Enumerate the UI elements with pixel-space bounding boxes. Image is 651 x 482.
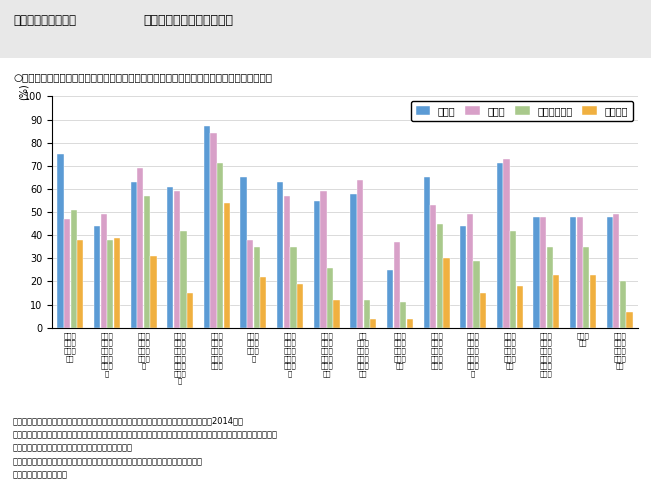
Bar bbox=[517, 286, 523, 328]
Bar bbox=[101, 214, 107, 328]
Bar bbox=[144, 196, 150, 328]
Bar bbox=[370, 319, 376, 328]
Bar bbox=[320, 191, 327, 328]
Text: ○　非正規雇用労働者は、正規雇用労働者と比較して、能力開発機会が乏しくなっている。: ○ 非正規雇用労働者は、正規雇用労働者と比較して、能力開発機会が乏しくなっている… bbox=[13, 72, 272, 82]
Bar bbox=[400, 302, 406, 328]
Bar bbox=[394, 242, 400, 328]
Bar bbox=[480, 293, 486, 328]
Bar bbox=[247, 240, 253, 328]
Bar bbox=[137, 168, 143, 328]
Bar bbox=[363, 300, 370, 328]
Bar bbox=[224, 203, 230, 328]
Text: 第２－（３）－３図: 第２－（３）－３図 bbox=[13, 14, 76, 27]
Bar bbox=[510, 230, 516, 328]
Bar bbox=[217, 163, 223, 328]
Text: 人事異
動（事
業所内
）同じ
職種で
の: 人事異 動（事 業所内 ）同じ 職種で の bbox=[284, 332, 296, 377]
Bar bbox=[240, 177, 247, 328]
Bar bbox=[174, 191, 180, 328]
Bar bbox=[284, 196, 290, 328]
Bar bbox=[70, 210, 77, 328]
Bar bbox=[260, 277, 266, 328]
Bar bbox=[350, 194, 357, 328]
Text: （注）　１）本調査による「多様な正社員」は、正社員としての標準的な働き方より所定労働時間が短い者や職種や勤: （注） １）本調査による「多様な正社員」は、正社員としての標準的な働き方より所定… bbox=[13, 430, 278, 439]
Text: （個別
評価・
考課）
定期的
な面談: （個別 評価・ 考課） 定期的 な面談 bbox=[210, 332, 223, 369]
Bar bbox=[277, 182, 283, 328]
Bar bbox=[620, 281, 626, 328]
Bar bbox=[57, 154, 64, 328]
Bar bbox=[473, 261, 480, 328]
Text: 企業内
で行う
律型の
Ｏｆｆ
－ＪＴ: 企業内 で行う 律型の Ｏｆｆ －ＪＴ bbox=[430, 332, 443, 369]
Bar bbox=[577, 217, 583, 328]
Text: 転勤
（事業
所間の
配転）
（出向
等）: 転勤 （事業 所間の 配転） （出向 等） bbox=[357, 332, 370, 377]
Bar bbox=[570, 217, 576, 328]
Text: ２）多様な正社員を雇用していて有効回答のあった企業に絞った集計結果。: ２）多様な正社員を雇用していて有効回答のあった企業に絞った集計結果。 bbox=[13, 457, 203, 466]
Bar bbox=[626, 311, 633, 328]
Text: 務地等が限定されている正社員をいう。: 務地等が限定されている正社員をいう。 bbox=[13, 444, 133, 453]
Text: 資料出所　（独）労働政策研究・研修機構「人材マネジメントのあり方に関する調査」（2014年）: 資料出所 （独）労働政策研究・研修機構「人材マネジメントのあり方に関する調査」（… bbox=[13, 417, 244, 426]
Text: 社内資
格・技
能評価
制度等
による
動機づ
け: 社内資 格・技 能評価 制度等 による 動機づ け bbox=[174, 332, 187, 384]
Text: 人材育成のための取組状況: 人材育成のための取組状況 bbox=[143, 14, 233, 27]
Bar bbox=[583, 247, 589, 328]
Bar bbox=[314, 201, 320, 328]
Bar bbox=[180, 230, 187, 328]
Bar bbox=[131, 182, 137, 328]
Bar bbox=[357, 180, 363, 328]
Bar bbox=[613, 214, 620, 328]
Bar bbox=[540, 217, 546, 328]
Bar bbox=[114, 238, 120, 328]
Bar bbox=[547, 247, 553, 328]
Text: 計画化
・系統
化され
ていな
いＯＪ
Ｔ: 計画化 ・系統 化され ていな いＯＪ Ｔ bbox=[101, 332, 113, 377]
Text: 他企業
との人
材交流
（出向
等）: 他企業 との人 材交流 （出向 等） bbox=[394, 332, 406, 369]
Bar bbox=[387, 270, 393, 328]
Bar bbox=[94, 226, 100, 328]
Bar bbox=[187, 293, 193, 328]
Text: 計画的
・系統
的なＯ
ＪＴ: 計画的 ・系統 的なＯ ＪＴ bbox=[64, 332, 77, 362]
Bar bbox=[150, 256, 157, 328]
Bar bbox=[254, 247, 260, 328]
Bar bbox=[590, 275, 596, 328]
Bar bbox=[430, 205, 436, 328]
Text: 指導役
や教育
保の配
置: 指導役 や教育 保の配 置 bbox=[247, 332, 260, 362]
Bar bbox=[467, 214, 473, 328]
Bar bbox=[210, 134, 217, 328]
Bar bbox=[77, 240, 83, 328]
Legend: 若年層, 中堅層, 多様な正社員, 非正社員: 若年層, 中堅層, 多様な正社員, 非正社員 bbox=[411, 101, 633, 121]
Bar bbox=[437, 224, 443, 328]
Text: 企業が
費用を
負担す
る社外
教育: 企業が 費用を 負担す る社外 教育 bbox=[503, 332, 516, 369]
Bar bbox=[503, 159, 510, 328]
Bar bbox=[167, 187, 173, 328]
Text: ３）複数回答。: ３）複数回答。 bbox=[13, 471, 68, 480]
Bar bbox=[424, 177, 430, 328]
Text: 人材ビ
ジョン
や人材
育成方
針・: 人材ビ ジョン や人材 育成方 針・ bbox=[613, 332, 626, 369]
Bar bbox=[297, 284, 303, 328]
Text: （事業
所内）
異なる
職種へ
の配置
転換: （事業 所内） 異なる 職種へ の配置 転換 bbox=[320, 332, 333, 377]
Bar bbox=[607, 217, 613, 328]
Bar bbox=[290, 247, 296, 328]
Bar bbox=[327, 268, 333, 328]
Bar bbox=[407, 319, 413, 328]
Bar bbox=[533, 217, 540, 328]
Bar bbox=[107, 240, 113, 328]
Bar bbox=[204, 126, 210, 328]
Bar bbox=[497, 163, 503, 328]
Bar bbox=[553, 275, 559, 328]
Y-axis label: (%): (%) bbox=[19, 83, 29, 100]
Text: 計画の
立案: 計画の 立案 bbox=[577, 332, 589, 346]
Bar bbox=[460, 226, 466, 328]
Bar bbox=[443, 258, 450, 328]
Text: 本人負
担の社
外教育
に対す
る支援
・配慮: 本人負 担の社 外教育 に対す る支援 ・配慮 bbox=[540, 332, 553, 377]
Text: 目標管
理制度
による
動機づ
け: 目標管 理制度 による 動機づ け bbox=[137, 332, 150, 369]
Text: 企業内
で行う
選択型
のＯｆ
ｆ－Ｊ
Ｔ: 企業内 で行う 選択型 のＯｆ ｆ－Ｊ Ｔ bbox=[467, 332, 480, 377]
Bar bbox=[333, 300, 340, 328]
Bar bbox=[64, 219, 70, 328]
